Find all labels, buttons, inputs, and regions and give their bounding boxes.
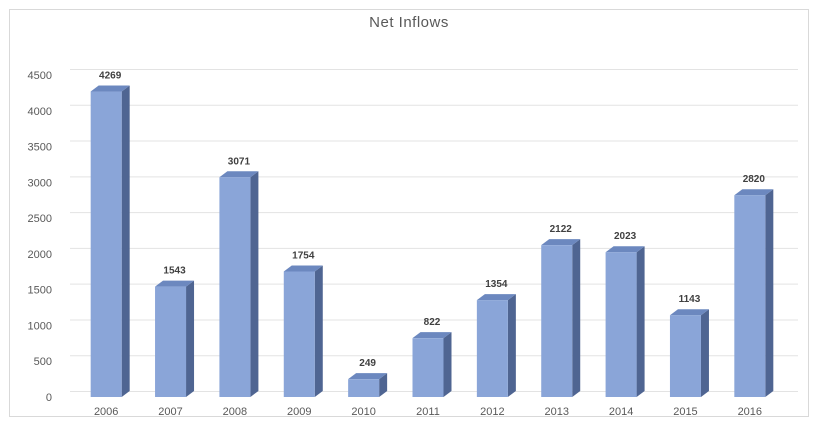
bar-top xyxy=(734,189,774,196)
x-tick-label: 2014 xyxy=(609,406,633,418)
bar-side xyxy=(443,332,452,397)
y-tick-label: 1000 xyxy=(28,320,52,332)
x-tick-label: 2016 xyxy=(738,406,762,418)
bar-side xyxy=(379,373,388,397)
y-tick-label: 2000 xyxy=(28,249,52,261)
x-tick-label: 2010 xyxy=(351,406,375,418)
y-tick-label: 2500 xyxy=(28,213,52,225)
x-tick-label: 2006 xyxy=(94,406,118,418)
bar-side xyxy=(507,294,516,397)
bar-top xyxy=(283,265,323,272)
bar-front xyxy=(541,245,573,397)
y-tick-label: 1500 xyxy=(28,285,52,297)
bar: 1543 xyxy=(155,266,195,397)
data-label: 2122 xyxy=(550,224,573,235)
chart-title: Net Inflows xyxy=(369,14,449,31)
bar-side xyxy=(121,85,130,398)
bar-front xyxy=(412,338,444,397)
data-label: 1754 xyxy=(292,250,315,261)
bar-top xyxy=(412,332,452,339)
bar: 1754 xyxy=(283,250,323,397)
data-label: 2820 xyxy=(743,174,766,185)
y-tick-label: 4000 xyxy=(28,106,52,118)
data-label: 1143 xyxy=(679,294,701,305)
bar-top xyxy=(476,294,516,301)
x-tick-label: 2008 xyxy=(223,406,247,418)
bar: 822 xyxy=(412,317,452,397)
x-axis: 2006 2007 2008 2009 2010 2011 2012 2013 2014 2015… xyxy=(94,406,762,418)
y-tick-label: 3500 xyxy=(28,142,52,154)
bar: 1143 xyxy=(669,294,709,397)
data-label: 3071 xyxy=(228,156,251,167)
bar: 2820 xyxy=(734,174,774,397)
y-axis: 0 500 1000 1500 2000 2500 3000 3500 4000 4500 xyxy=(28,70,52,404)
y-tick-label: 0 xyxy=(46,392,52,404)
bar-top xyxy=(219,171,259,178)
bar-front xyxy=(348,379,380,397)
data-label: 4269 xyxy=(99,71,122,82)
bar-top xyxy=(541,239,581,246)
bar-side xyxy=(572,239,581,397)
y-tick-label: 500 xyxy=(34,356,52,368)
data-label: 1354 xyxy=(485,279,508,290)
bar: 3071 xyxy=(219,156,259,397)
bar-front xyxy=(283,271,315,397)
bar-top xyxy=(348,373,388,380)
x-tick-label: 2015 xyxy=(673,406,697,418)
bar-side xyxy=(186,280,195,397)
bar-top xyxy=(669,309,709,316)
bar-front xyxy=(155,286,187,397)
bar: 2023 xyxy=(605,231,645,397)
bar-layer: 4269 1543 3071 1754 249 822 1354 2122 2023 1143 28… xyxy=(90,71,774,398)
bar-front xyxy=(669,315,701,397)
data-label: 1543 xyxy=(163,266,186,277)
bar-side xyxy=(700,309,709,397)
bar: 249 xyxy=(348,358,388,397)
data-label: 822 xyxy=(424,317,441,328)
bar-front xyxy=(219,177,251,397)
bar-side xyxy=(765,189,774,397)
data-label: 249 xyxy=(359,358,376,369)
bar-front xyxy=(90,91,122,398)
y-tick-label: 4500 xyxy=(28,70,52,82)
chart-frame xyxy=(9,9,809,417)
y-tick-label: 3000 xyxy=(28,177,52,189)
bar-front xyxy=(605,252,637,397)
x-tick-label: 2007 xyxy=(158,406,182,418)
x-tick-label: 2013 xyxy=(544,406,568,418)
bar: 2122 xyxy=(541,224,581,397)
x-tick-label: 2009 xyxy=(287,406,311,418)
bar-front xyxy=(734,195,766,397)
bar-top xyxy=(155,280,195,287)
bar-top xyxy=(90,85,130,92)
x-tick-label: 2011 xyxy=(416,406,440,418)
bar: 4269 xyxy=(90,71,130,398)
bar-side xyxy=(314,265,323,397)
x-tick-label: 2012 xyxy=(480,406,504,418)
bar-side xyxy=(250,171,259,397)
bar: 1354 xyxy=(476,279,516,397)
bar-side xyxy=(636,246,645,397)
bar-top xyxy=(605,246,645,253)
data-label: 2023 xyxy=(614,231,637,242)
bar-front xyxy=(476,300,508,397)
